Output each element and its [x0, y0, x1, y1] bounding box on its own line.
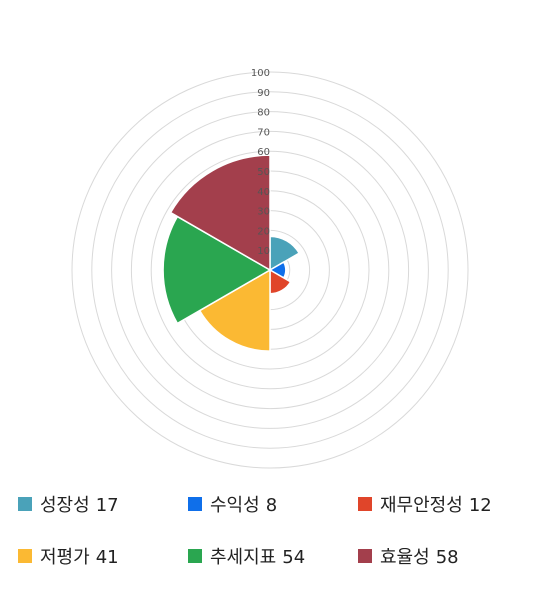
tick-label-60: 60	[257, 147, 270, 158]
tick-label-10: 10	[257, 246, 270, 257]
legend-swatch-undervaluation	[18, 549, 32, 563]
tick-label-100: 100	[251, 68, 270, 79]
legend-value-trend-indicator: 54	[282, 547, 306, 568]
legend-label-undervaluation: 저평가	[40, 547, 90, 568]
legend-value-growth: 17	[95, 495, 119, 516]
tick-label-70: 70	[257, 127, 270, 138]
legend: 성장성 17 수익성 8 재무안정성 12 저평가 41 추세지표 54 효율성 58	[0, 488, 540, 572]
grid-ring-60	[150, 150, 390, 390]
legend-value-efficiency: 58	[435, 547, 459, 568]
legend-swatch-growth	[18, 497, 32, 511]
legend-value-financial-stability: 12	[468, 495, 492, 516]
legend-swatch-profitability	[188, 497, 202, 511]
tick-label-40: 40	[257, 187, 270, 198]
radial-tick-labels: 10 20 30 40 50 60 70 80 90 100	[251, 68, 270, 257]
slice-undervaluation[interactable]	[198, 268, 271, 352]
legend-swatch-trend-indicator	[188, 549, 202, 563]
slice-efficiency[interactable]	[169, 154, 271, 272]
legend-label-growth: 성장성	[40, 495, 90, 516]
slice-trend-indicator[interactable]	[162, 215, 272, 325]
slices	[162, 154, 301, 352]
tick-label-30: 30	[257, 207, 270, 218]
legend-item-efficiency[interactable]: 효율성 58	[340, 540, 540, 572]
tick-label-50: 50	[257, 167, 270, 178]
tick-label-80: 80	[257, 108, 270, 119]
legend-swatch-financial-stability	[358, 497, 372, 511]
tick-label-20: 20	[257, 226, 270, 237]
legend-item-growth[interactable]: 성장성 17	[0, 488, 170, 520]
grid-ring-80	[111, 111, 429, 429]
legend-swatch-efficiency	[358, 549, 372, 563]
legend-value-undervaluation: 41	[95, 547, 119, 568]
grid-ring-70	[130, 130, 410, 410]
legend-item-trend-indicator[interactable]: 추세지표 54	[170, 540, 340, 572]
legend-item-undervaluation[interactable]: 저평가 41	[0, 540, 170, 572]
legend-label-efficiency: 효율성	[380, 547, 430, 568]
legend-label-trend-indicator: 추세지표	[210, 547, 277, 568]
grid-ring-100	[71, 71, 469, 469]
legend-value-profitability: 8	[265, 495, 278, 516]
legend-item-financial-stability[interactable]: 재무안정성 12	[340, 488, 540, 520]
polar-area-chart: 10 20 30 40 50 60 70 80 90 100	[71, 68, 469, 469]
tick-label-90: 90	[257, 88, 270, 99]
legend-item-profitability[interactable]: 수익성 8	[170, 488, 340, 520]
legend-label-profitability: 수익성	[210, 495, 260, 516]
legend-label-financial-stability: 재무안정성	[380, 495, 463, 516]
grid-ring-90	[91, 91, 449, 449]
